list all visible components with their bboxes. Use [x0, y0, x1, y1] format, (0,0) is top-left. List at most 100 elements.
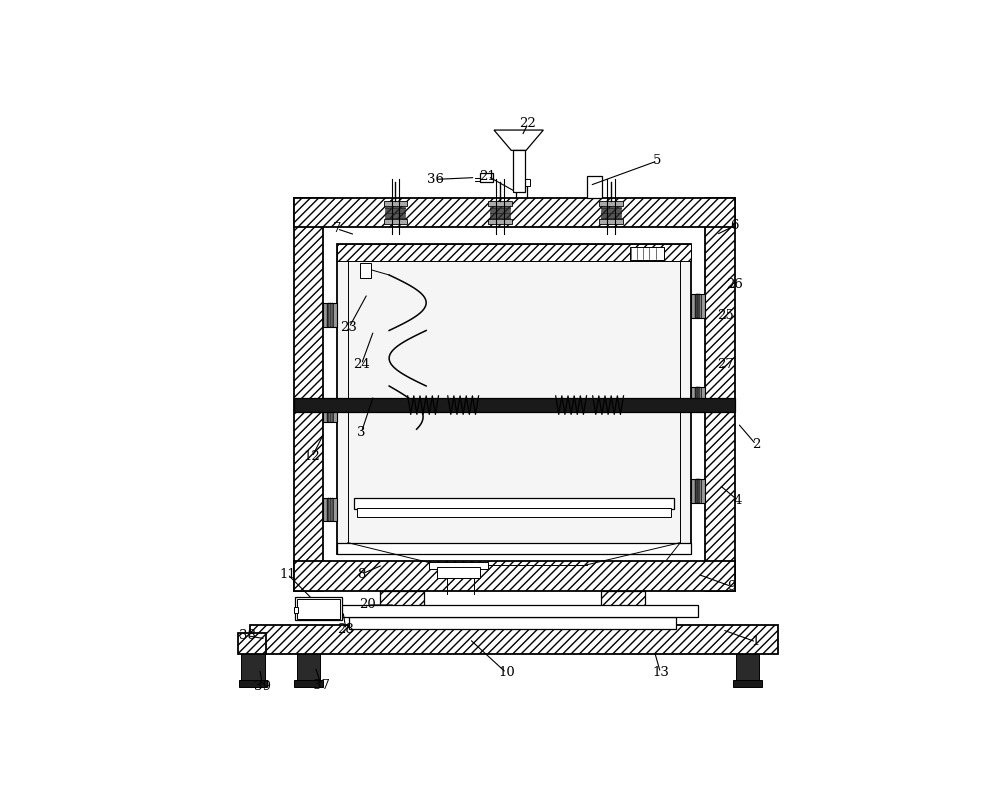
- Bar: [490, 211, 510, 213]
- Text: 4: 4: [733, 493, 742, 506]
- Text: 26: 26: [726, 278, 743, 291]
- Bar: [601, 217, 621, 218]
- Bar: [360, 263, 371, 278]
- Bar: [333, 497, 337, 521]
- Text: 38: 38: [239, 630, 256, 642]
- Text: 27: 27: [717, 358, 734, 371]
- Bar: [294, 607, 298, 613]
- Bar: [323, 497, 327, 521]
- Bar: [705, 198, 735, 591]
- Bar: [354, 498, 674, 509]
- Bar: [601, 591, 645, 625]
- Bar: [294, 398, 735, 412]
- Text: 37: 37: [313, 678, 330, 691]
- Bar: [488, 201, 512, 206]
- Bar: [327, 605, 698, 618]
- Text: 7: 7: [332, 222, 341, 235]
- Bar: [599, 219, 623, 224]
- Bar: [587, 176, 602, 198]
- Bar: [601, 211, 621, 213]
- Bar: [384, 201, 407, 206]
- Text: 8: 8: [357, 568, 366, 581]
- Text: 36: 36: [427, 173, 444, 186]
- Bar: [691, 387, 695, 410]
- Bar: [297, 599, 340, 618]
- Bar: [490, 208, 510, 209]
- Bar: [385, 208, 405, 209]
- Bar: [294, 562, 735, 591]
- Bar: [250, 625, 778, 654]
- Bar: [691, 294, 695, 317]
- Bar: [333, 399, 337, 422]
- Bar: [294, 198, 323, 591]
- Bar: [601, 210, 621, 211]
- Bar: [701, 479, 705, 502]
- Bar: [691, 387, 705, 410]
- Bar: [385, 213, 405, 215]
- Bar: [736, 654, 759, 681]
- Text: 11: 11: [279, 568, 296, 581]
- Bar: [490, 215, 510, 216]
- Bar: [323, 399, 327, 422]
- Text: 21: 21: [479, 170, 496, 183]
- Bar: [385, 215, 405, 216]
- Text: 9: 9: [727, 580, 736, 593]
- Bar: [429, 562, 488, 570]
- Bar: [490, 213, 510, 215]
- Bar: [599, 201, 623, 206]
- Bar: [349, 617, 676, 629]
- Bar: [357, 508, 671, 517]
- Bar: [380, 591, 424, 625]
- Text: 10: 10: [498, 666, 515, 679]
- Text: 2: 2: [752, 438, 760, 451]
- Bar: [323, 497, 337, 521]
- Bar: [490, 210, 510, 211]
- Bar: [385, 217, 405, 218]
- Text: 39: 39: [254, 681, 271, 694]
- Bar: [691, 479, 695, 502]
- Bar: [294, 679, 323, 687]
- Text: 12: 12: [304, 450, 320, 464]
- Bar: [385, 211, 405, 213]
- Bar: [488, 219, 512, 224]
- Bar: [490, 217, 510, 218]
- Bar: [337, 244, 691, 261]
- Text: 28: 28: [338, 623, 354, 636]
- Bar: [601, 215, 621, 216]
- Bar: [241, 654, 265, 681]
- Bar: [239, 679, 267, 687]
- Bar: [337, 542, 691, 553]
- Bar: [701, 294, 705, 317]
- Text: 25: 25: [717, 308, 734, 321]
- Bar: [297, 654, 320, 681]
- Bar: [384, 219, 407, 224]
- Bar: [294, 198, 735, 227]
- Bar: [437, 567, 480, 578]
- Bar: [333, 304, 337, 327]
- Text: 13: 13: [652, 666, 669, 679]
- Bar: [337, 244, 691, 553]
- Bar: [691, 479, 705, 502]
- Bar: [601, 213, 621, 215]
- Bar: [733, 679, 762, 687]
- Bar: [514, 179, 530, 186]
- Bar: [630, 248, 664, 260]
- Bar: [323, 304, 337, 327]
- Bar: [295, 597, 342, 620]
- Bar: [512, 151, 525, 191]
- Text: 24: 24: [353, 358, 370, 371]
- Bar: [385, 210, 405, 211]
- Text: 23: 23: [341, 321, 357, 334]
- Bar: [601, 208, 621, 209]
- Bar: [323, 304, 327, 327]
- Text: 3: 3: [357, 426, 366, 439]
- Bar: [480, 173, 493, 183]
- Polygon shape: [494, 130, 543, 151]
- Text: 1: 1: [752, 635, 760, 649]
- Bar: [238, 633, 266, 654]
- Bar: [701, 387, 705, 410]
- Text: 20: 20: [359, 598, 376, 611]
- Bar: [323, 399, 337, 422]
- Text: 22: 22: [520, 118, 536, 131]
- Text: 5: 5: [653, 155, 662, 167]
